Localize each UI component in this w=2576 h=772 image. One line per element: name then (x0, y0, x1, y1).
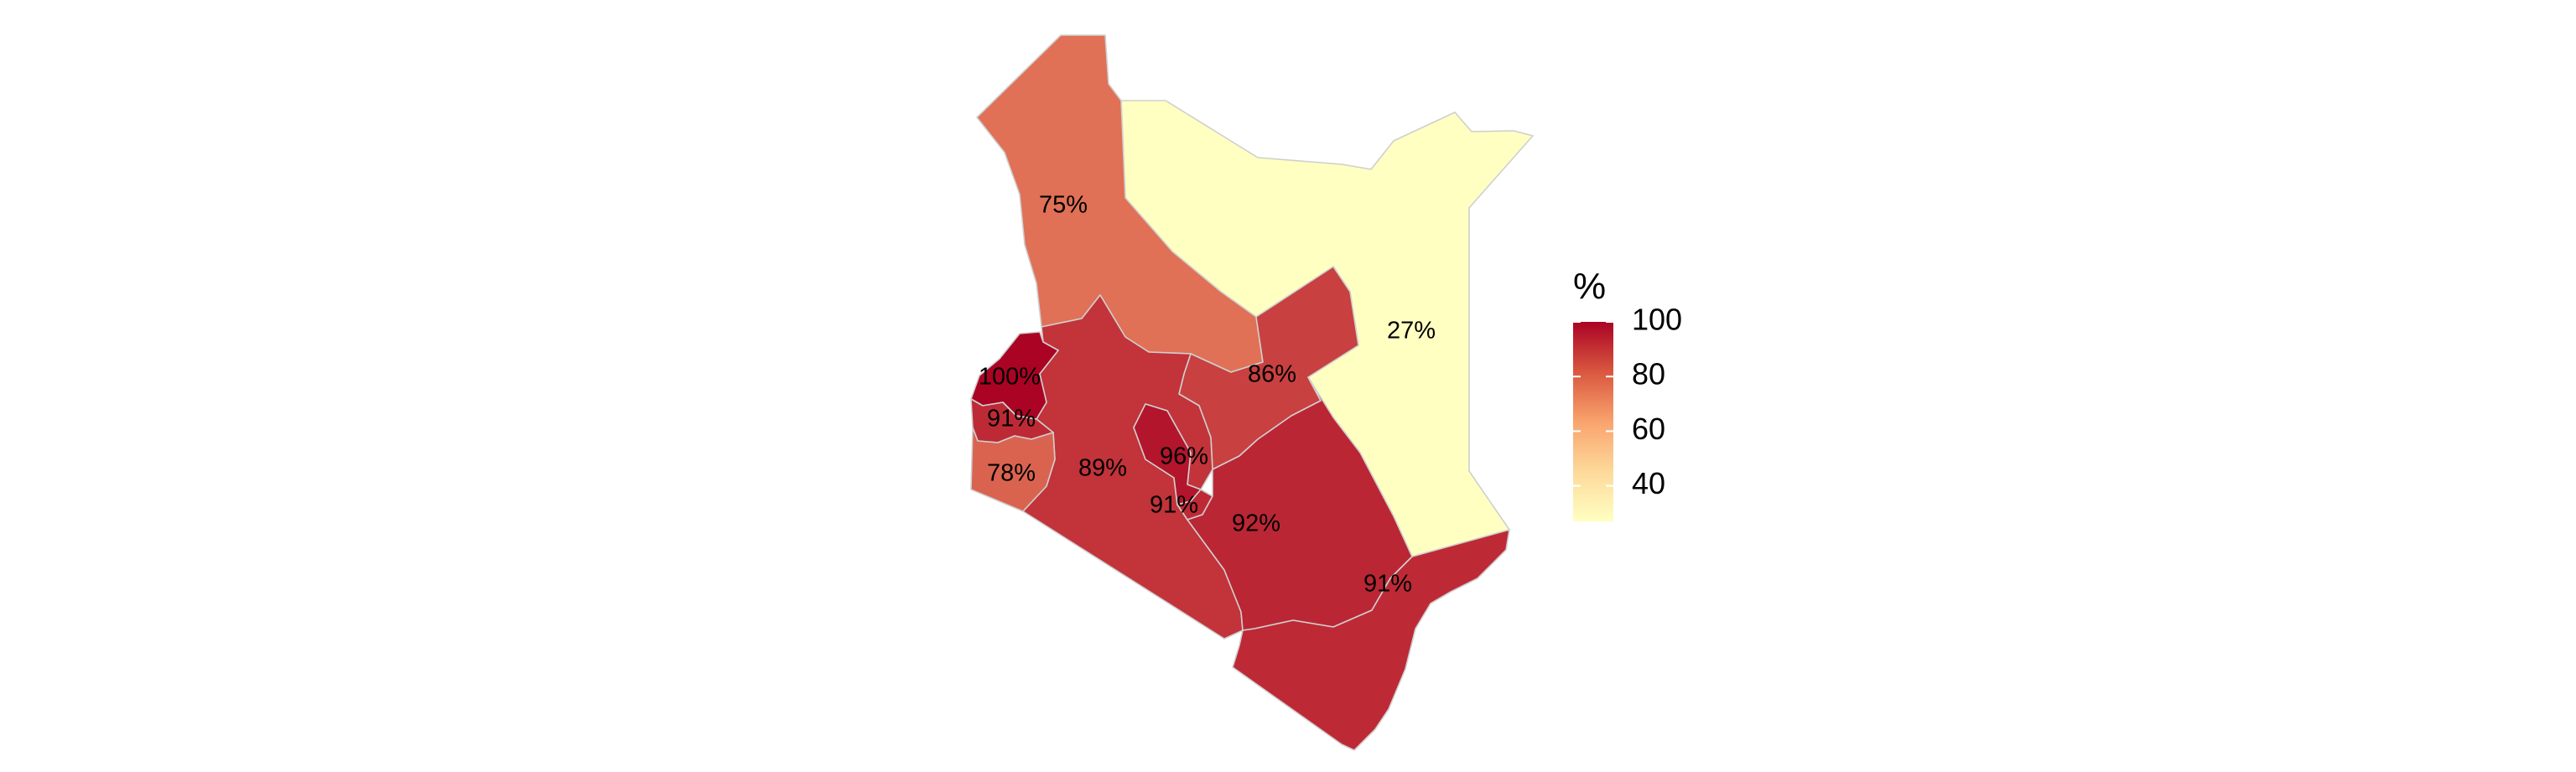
legend-ticks: 100 80 60 40 (1573, 303, 1682, 500)
legend-tick-label: 40 (1632, 466, 1665, 500)
legend: % 100 80 60 40 (1573, 266, 1682, 521)
region-label-eastern: 92% (1232, 510, 1280, 537)
region-label-north-east: 27% (1387, 318, 1436, 345)
region-coast (1232, 529, 1510, 751)
region-label-west-middle: 91% (987, 406, 1036, 433)
region-south-west (970, 427, 1056, 512)
region-label-upper-central: 86% (1248, 361, 1296, 388)
legend-tick-label: 100 (1632, 303, 1682, 337)
region-labels: 75% 27% 86% 100% 91% 78% 89% 96% 91% 92%… (979, 192, 1436, 598)
region-label-south-west: 78% (987, 460, 1036, 487)
region-label-coast: 91% (1363, 571, 1412, 598)
region-label-north-west: 75% (1039, 192, 1088, 219)
region-label-nairobi: 91% (1150, 492, 1198, 519)
map-regions (970, 34, 1534, 751)
legend-tick-label: 80 (1632, 357, 1665, 391)
region-label-rift-south: 89% (1078, 455, 1127, 482)
region-label-west-small: 100% (979, 364, 1041, 391)
legend-title: % (1573, 266, 1606, 307)
region-label-central: 96% (1160, 443, 1208, 470)
legend-tick-label: 60 (1632, 412, 1665, 446)
legend-colorbar (1573, 322, 1613, 521)
